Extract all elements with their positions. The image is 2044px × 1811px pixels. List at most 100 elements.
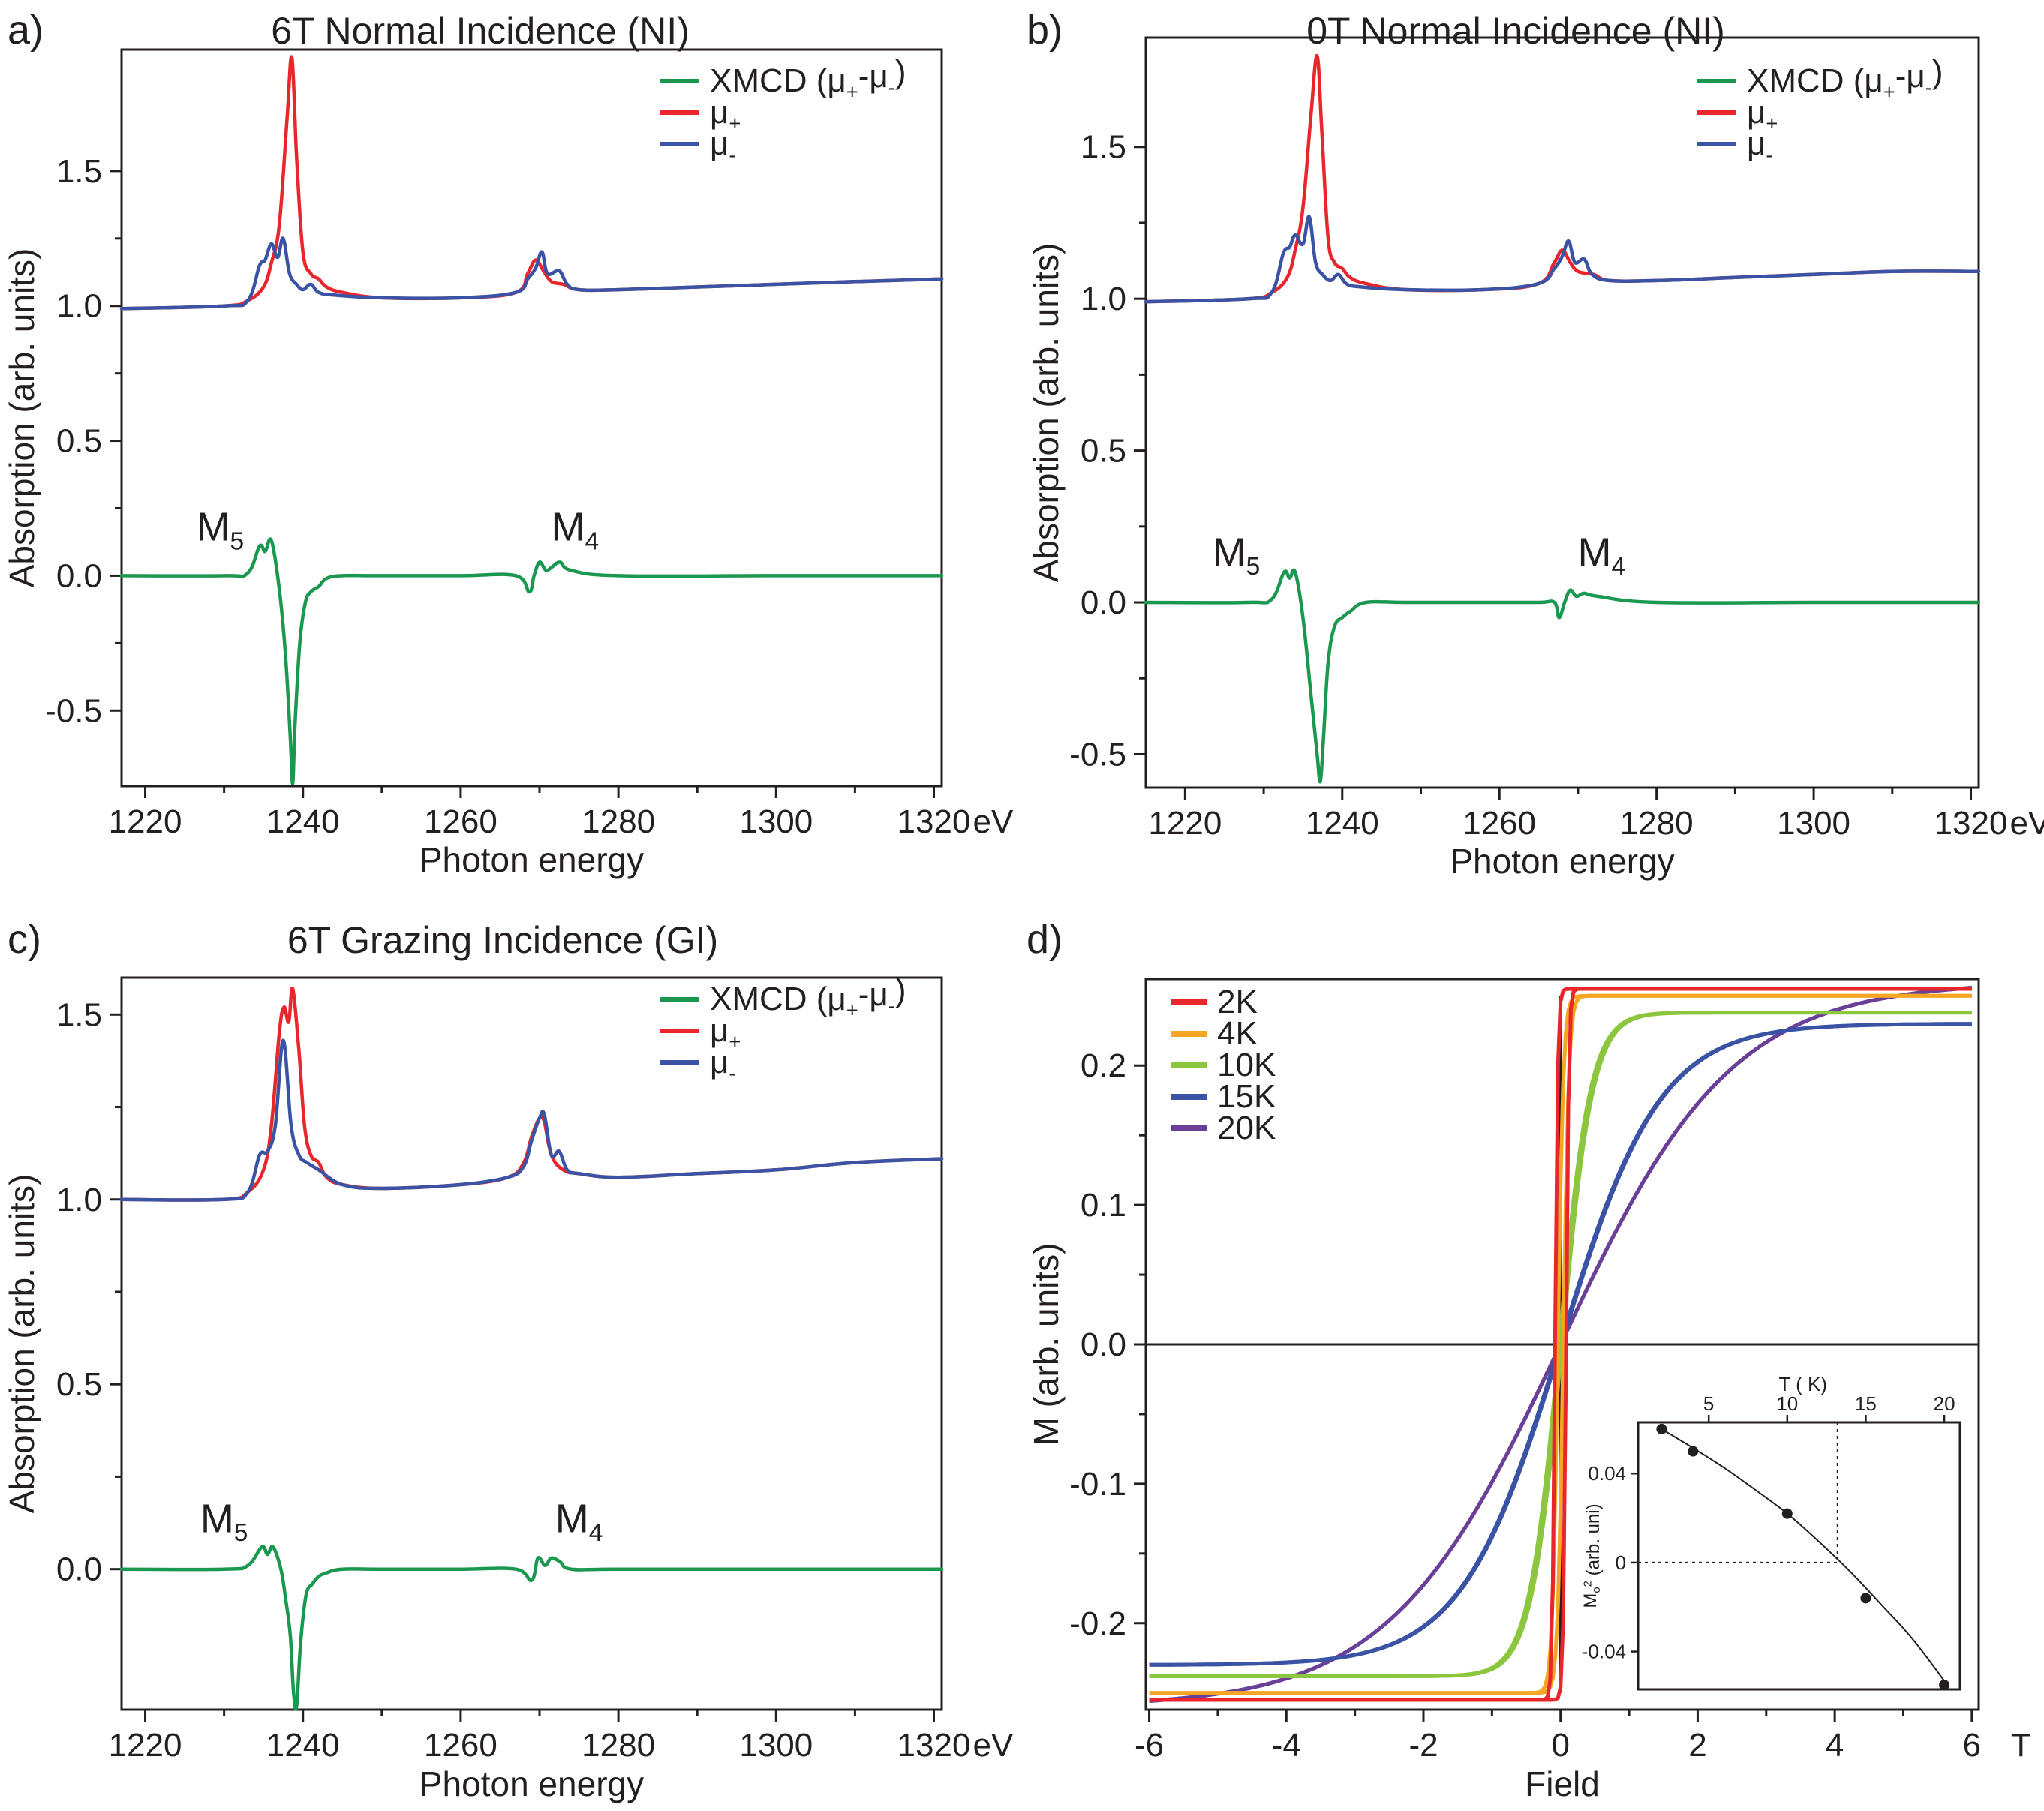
y-tick-label: -0.5 — [45, 692, 102, 729]
x-unit: T — [2011, 1727, 2031, 1764]
y-tick-label: 1.5 — [1081, 129, 1126, 166]
x-tick-label: 1240 — [266, 803, 340, 840]
inset-data-point — [1939, 1680, 1950, 1691]
x-tick-label: 1300 — [739, 1727, 813, 1764]
inset: 5 10 15 20 T ( K) -0.04 0 0.04 Mo2 (arb. uni) — [1580, 1373, 1961, 1691]
x-tick-label: 1300 — [739, 803, 813, 840]
x-tick-label: 1240 — [266, 1727, 340, 1764]
inset-data-point — [1688, 1446, 1699, 1457]
panel-d: d) -6 -4 -2 0 2 4 6 T -0.2 -0.1 0.0 0.1 0.2 Field M (ar… — [1027, 917, 2031, 1803]
x-unit: eV — [972, 1727, 1013, 1764]
loop-branch-down-10K — [1149, 1011, 1972, 1678]
edge-label: M4 — [1578, 530, 1626, 581]
panel-letter: a) — [8, 8, 44, 53]
edge-label: M4 — [555, 1496, 603, 1547]
x-tick-label: 1220 — [109, 1727, 182, 1764]
y-axis-label: M (arb. units) — [1027, 1243, 1066, 1446]
series-line-mu-plus — [119, 987, 944, 1202]
panel-letter: d) — [1027, 917, 1063, 962]
plot-frame — [120, 976, 943, 1711]
inset-data-point — [1781, 1508, 1793, 1519]
panel-letter: c) — [8, 917, 41, 962]
panel-title: 6T Grazing Incidence (GI) — [287, 919, 718, 961]
legend-label: 2K — [1217, 984, 1258, 1020]
x-tick-label: 1240 — [1306, 805, 1379, 842]
x-tick-label: 4 — [1826, 1727, 1844, 1764]
x-tick-label: -2 — [1408, 1727, 1438, 1764]
legend-label: 10K — [1217, 1047, 1276, 1083]
plot-frame — [1144, 36, 1980, 789]
x-tick-label: 1220 — [1148, 805, 1222, 842]
x-tick-label: 1280 — [1620, 805, 1694, 842]
x-axis-label: Photon energy — [419, 840, 644, 879]
legend-label: 4K — [1217, 1015, 1258, 1052]
legend-label: 15K — [1217, 1078, 1276, 1115]
x-tick-label: 1280 — [582, 1727, 655, 1764]
panel-c: c) 6T Grazing Incidence (GI) 1220 1240 1260 1… — [2, 917, 1014, 1803]
legend-label: μ+ — [710, 1012, 741, 1053]
inset-y-label: Mo2 (arb. uni) — [1580, 1503, 1604, 1608]
y-axis-label: Absorption (arb. units) — [2, 248, 41, 588]
x-axis-label: Field — [1525, 1764, 1600, 1803]
plot-frame — [120, 48, 943, 788]
x-tick-label: 1260 — [1462, 805, 1536, 842]
y-tick-label: 1.0 — [56, 288, 102, 325]
x-tick-label: 6 — [1963, 1727, 1981, 1764]
inset-frame — [1637, 1421, 1961, 1691]
inset-data-point — [1860, 1593, 1871, 1604]
y-tick-label: 1.0 — [56, 1182, 102, 1218]
x-tick-label: 1320 — [897, 1727, 971, 1764]
panel-title: 6T Normal Incidence (NI) — [271, 10, 690, 52]
series-line-mu-minus — [119, 1038, 944, 1202]
loop-branch-down-4K — [1149, 993, 1972, 1695]
y-tick-label: 1.5 — [56, 153, 102, 190]
x-axis-label: Photon energy — [419, 1764, 644, 1803]
x-tick-label: 1220 — [109, 803, 182, 840]
x-tick-label: 1300 — [1777, 805, 1850, 842]
y-tick-label: 1.0 — [1081, 281, 1126, 317]
legend-label: μ- — [1747, 125, 1772, 167]
y-tick-label: -0.2 — [1069, 1605, 1126, 1642]
y-axis-label: Absorption (arb. units) — [1027, 243, 1066, 583]
edge-label: M5 — [1213, 530, 1261, 581]
inset-y-tick-label: 0.04 — [1588, 1462, 1626, 1485]
x-tick-label: 1320 — [897, 803, 971, 840]
y-tick-label: 0.0 — [56, 557, 102, 594]
inset-x-tick-label: 15 — [1855, 1392, 1877, 1415]
legend-label: 20K — [1217, 1110, 1276, 1146]
series-line-xmcd — [119, 537, 944, 785]
y-tick-label: 0.5 — [56, 1366, 102, 1403]
x-tick-label: 2 — [1688, 1727, 1706, 1764]
series-line-xmcd — [119, 1545, 944, 1711]
inset-x-label: T ( K) — [1778, 1373, 1827, 1395]
inset-x-tick-label: 5 — [1703, 1392, 1714, 1415]
y-tick-label: -0.5 — [1069, 736, 1126, 773]
x-tick-label: -6 — [1135, 1727, 1164, 1764]
legend-label: XMCD (μ+-μ-) — [710, 972, 906, 1021]
y-tick-label: 0.1 — [1081, 1187, 1126, 1224]
y-tick-label: 0.0 — [1081, 584, 1126, 621]
x-tick-label: -4 — [1272, 1727, 1301, 1764]
inset-x-tick-label: 10 — [1776, 1392, 1798, 1415]
panel-letter: b) — [1027, 8, 1063, 53]
x-unit: eV — [972, 803, 1013, 840]
y-tick-label: 1.5 — [56, 996, 102, 1033]
y-tick-label: 0.5 — [56, 423, 102, 460]
loop-branch-down-2K — [1149, 987, 1972, 1702]
panel-a: a) 6T Normal Incidence (NI) 1220 1240 1260 12… — [2, 8, 1014, 879]
inset-x-tick-label: 20 — [1934, 1392, 1955, 1415]
x-tick-label: 1260 — [424, 803, 497, 840]
series-line-mu-minus — [119, 236, 944, 311]
edge-label: M5 — [200, 1496, 248, 1547]
y-tick-label: 0.5 — [1081, 433, 1126, 470]
y-axis-label: Absorption (arb. units) — [2, 1174, 41, 1514]
y-tick-label: 0.2 — [1081, 1047, 1126, 1084]
inset-y-tick-label: 0 — [1616, 1551, 1626, 1574]
x-tick-label: 1260 — [424, 1727, 497, 1764]
legend-label: μ- — [710, 1044, 735, 1085]
x-tick-label: 0 — [1551, 1727, 1569, 1764]
y-tick-label: -0.1 — [1069, 1466, 1126, 1503]
x-tick-label: 1280 — [582, 803, 655, 840]
edge-label: M4 — [551, 505, 599, 556]
